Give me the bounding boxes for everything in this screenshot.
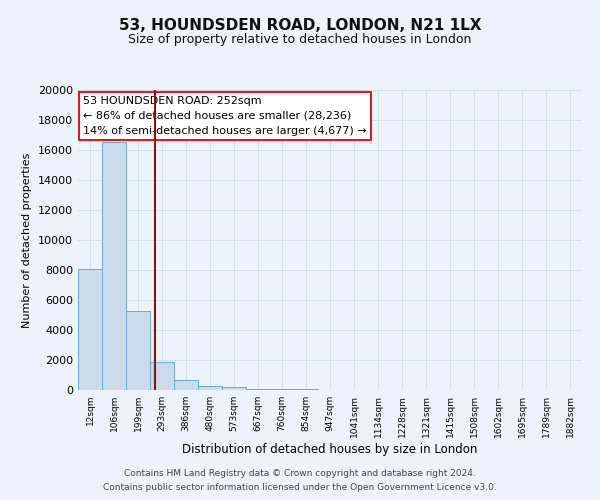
Bar bbox=[222, 387, 246, 390]
Bar bbox=[270, 389, 294, 390]
Bar bbox=[150, 362, 174, 390]
Bar bbox=[246, 388, 270, 390]
Text: 53 HOUNDSDEN ROAD: 252sqm
← 86% of detached houses are smaller (28,236)
14% of s: 53 HOUNDSDEN ROAD: 252sqm ← 86% of detac… bbox=[83, 96, 367, 136]
Text: 53, HOUNDSDEN ROAD, LONDON, N21 1LX: 53, HOUNDSDEN ROAD, LONDON, N21 1LX bbox=[119, 18, 481, 32]
X-axis label: Distribution of detached houses by size in London: Distribution of detached houses by size … bbox=[182, 442, 478, 456]
Text: Contains public sector information licensed under the Open Government Licence v3: Contains public sector information licen… bbox=[103, 484, 497, 492]
Bar bbox=[198, 386, 222, 390]
Bar bbox=[102, 142, 126, 390]
Bar bbox=[294, 389, 318, 390]
Bar bbox=[174, 380, 198, 390]
Text: Size of property relative to detached houses in London: Size of property relative to detached ho… bbox=[128, 32, 472, 46]
Bar bbox=[78, 268, 102, 390]
Text: Contains HM Land Registry data © Crown copyright and database right 2024.: Contains HM Land Registry data © Crown c… bbox=[124, 468, 476, 477]
Y-axis label: Number of detached properties: Number of detached properties bbox=[22, 152, 32, 328]
Bar bbox=[126, 310, 150, 390]
